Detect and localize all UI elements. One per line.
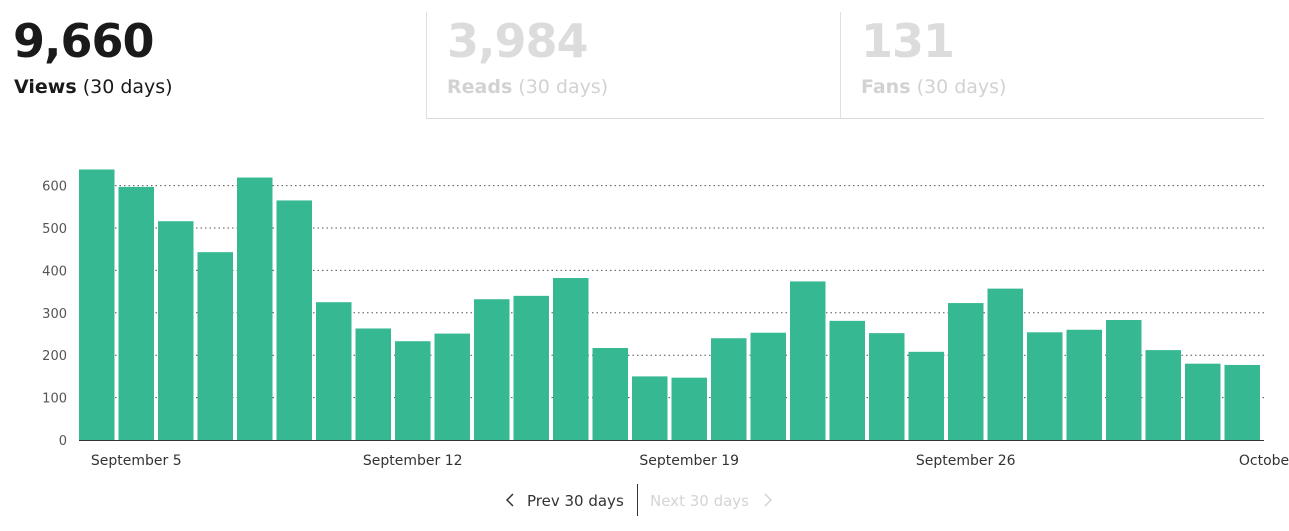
- bar[interactable]: [987, 288, 1024, 440]
- x-tick-label: September 19: [639, 453, 739, 469]
- x-tick-label: September 12: [363, 453, 463, 469]
- views-label-name: Views: [14, 76, 77, 98]
- next-30-days-button[interactable]: Next 30 days: [645, 484, 785, 516]
- bar[interactable]: [1224, 364, 1261, 440]
- views-label-period: (30 days): [82, 76, 173, 98]
- next-30-days-label: Next 30 days: [650, 492, 749, 510]
- fans-stat-tab[interactable]: 131 Fans (30 days): [840, 12, 1264, 119]
- bar[interactable]: [553, 278, 589, 440]
- bar[interactable]: [869, 333, 905, 440]
- bar[interactable]: [276, 200, 313, 440]
- bar[interactable]: [197, 252, 234, 440]
- bar[interactable]: [316, 302, 352, 440]
- reads-label: Reads (30 days): [447, 78, 608, 97]
- y-tick-label: 500: [42, 222, 67, 237]
- y-tick-label: 300: [42, 307, 67, 322]
- bar[interactable]: [1185, 363, 1221, 440]
- bar[interactable]: [79, 169, 115, 441]
- y-tick-label: 600: [42, 180, 67, 195]
- y-axis-ticks: 0 100 200 300 400 500 600: [42, 180, 67, 449]
- bar[interactable]: [355, 328, 392, 440]
- views-value: 9,660: [13, 14, 155, 68]
- bar[interactable]: [790, 281, 826, 440]
- y-tick-label: 0: [59, 434, 67, 449]
- reads-value: 3,984: [447, 14, 589, 68]
- fans-label-period: (30 days): [916, 76, 1007, 98]
- bar[interactable]: [513, 295, 550, 440]
- bar[interactable]: [1145, 350, 1182, 440]
- reads-stat-tab[interactable]: 3,984 Reads (30 days): [426, 12, 840, 119]
- fans-label: Fans (30 days): [861, 78, 1006, 97]
- reads-label-name: Reads: [447, 76, 513, 98]
- bar[interactable]: [1066, 329, 1103, 440]
- bar[interactable]: [1106, 320, 1142, 440]
- bar[interactable]: [434, 333, 471, 440]
- x-tick-label: Octobe: [1239, 453, 1289, 469]
- bar[interactable]: [118, 186, 155, 440]
- bar[interactable]: [711, 338, 747, 440]
- prev-30-days-button[interactable]: Prev 30 days: [498, 484, 636, 516]
- bar[interactable]: [395, 341, 431, 440]
- bar[interactable]: [750, 332, 787, 440]
- y-tick-label: 200: [42, 349, 67, 364]
- chevron-left-icon: [505, 493, 514, 507]
- chevron-right-icon: [764, 493, 773, 507]
- prev-30-days-label: Prev 30 days: [527, 492, 624, 510]
- fans-label-name: Fans: [861, 76, 911, 98]
- bar[interactable]: [1027, 332, 1063, 440]
- views-stat-tab[interactable]: 9,660 Views (30 days): [0, 0, 426, 118]
- views-label: Views (30 days): [14, 78, 173, 97]
- bar[interactable]: [474, 299, 510, 440]
- bar[interactable]: [632, 376, 668, 440]
- reads-label-period: (30 days): [518, 76, 609, 98]
- fans-value: 131: [861, 14, 955, 68]
- bar[interactable]: [829, 320, 866, 440]
- bar[interactable]: [592, 347, 629, 440]
- y-tick-label: 400: [42, 264, 67, 279]
- bar[interactable]: [671, 377, 708, 440]
- bar[interactable]: [948, 303, 984, 440]
- x-tick-label: September 5: [91, 453, 182, 469]
- y-tick-label: 100: [42, 392, 67, 407]
- x-axis-ticks: September 5 September 12 September 19 Septe…: [91, 453, 1289, 469]
- bar-layer: [79, 169, 1261, 441]
- pager-divider: [637, 484, 638, 516]
- bar[interactable]: [908, 351, 945, 440]
- bar[interactable]: [158, 221, 194, 440]
- bar[interactable]: [237, 177, 273, 440]
- x-tick-label: September 26: [916, 453, 1016, 469]
